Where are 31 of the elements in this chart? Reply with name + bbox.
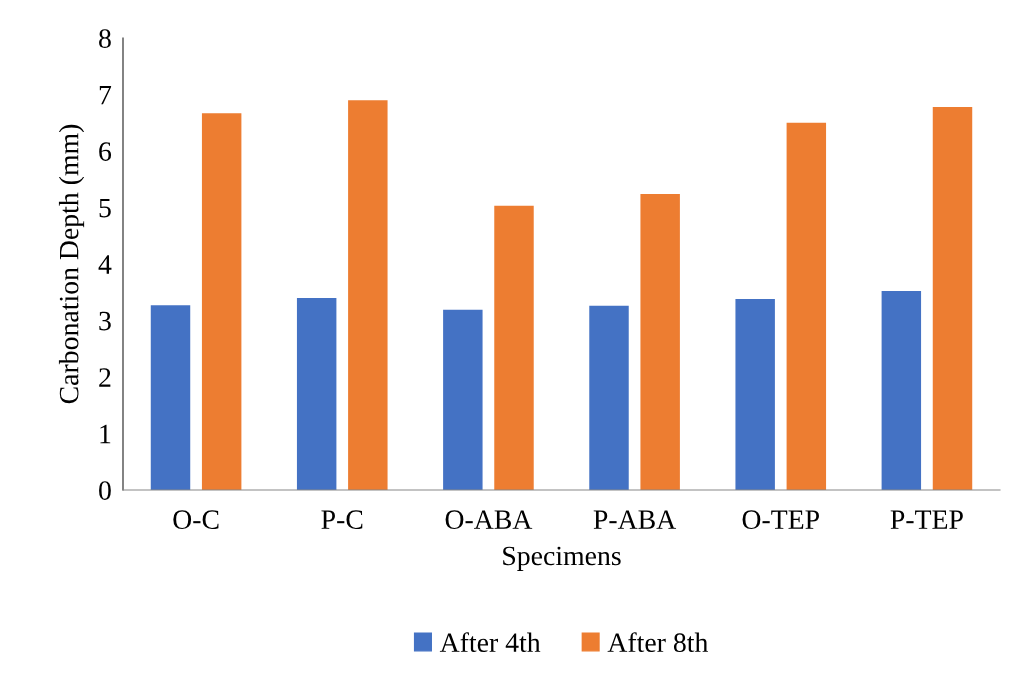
bar (589, 305, 629, 490)
bar (443, 309, 483, 490)
x-tick-label: O-C (173, 510, 219, 529)
y-tick-label: 3 (99, 311, 111, 331)
bar (296, 297, 337, 490)
legend-label: After 8th (607, 632, 709, 653)
bar (150, 305, 191, 490)
y-tick-label: 7 (99, 85, 112, 105)
legend-label: After 4th (439, 632, 541, 653)
y-tick-label: 6 (99, 142, 112, 161)
bar (201, 113, 242, 490)
y-tick-label: 1 (100, 424, 111, 444)
y-axis-title: Carbonation Depth (mm) (58, 124, 85, 404)
y-tick-label: 5 (99, 198, 111, 218)
bar (786, 122, 827, 490)
y-tick-label: 2 (99, 368, 111, 387)
x-tick-label: P-ABA (593, 510, 677, 529)
x-tick-label: O-TEP (742, 510, 819, 529)
x-tick-label: P-TEP (890, 510, 963, 529)
x-axis-title: Specimens (503, 546, 621, 571)
y-tick-label: 4 (98, 255, 112, 274)
x-tick-label: O-ABA (445, 510, 533, 529)
bar (932, 106, 973, 490)
bar (735, 299, 775, 490)
y-tick-label: 0 (99, 481, 111, 500)
bar (348, 100, 388, 490)
bar (640, 193, 680, 490)
bar (494, 205, 534, 490)
bar (881, 291, 922, 490)
x-tick-label: P-C (321, 510, 363, 529)
y-tick-label: 8 (99, 29, 111, 48)
